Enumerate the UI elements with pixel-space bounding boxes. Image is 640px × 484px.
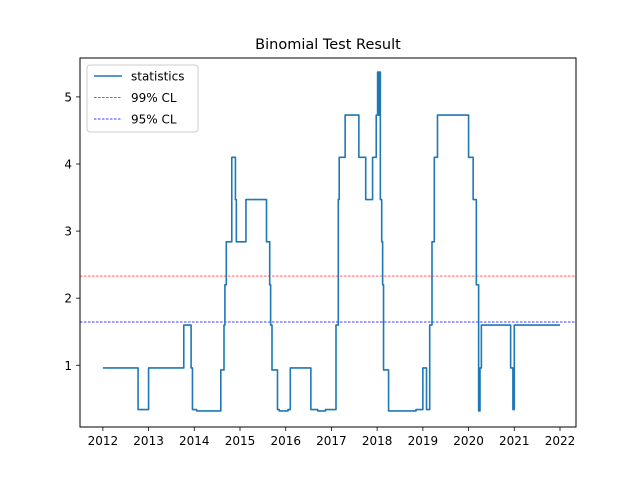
y-tick-label: 1 xyxy=(64,359,72,373)
x-tick-label: 2022 xyxy=(545,434,576,448)
x-tick-label: 2020 xyxy=(453,434,484,448)
x-tick-label: 2017 xyxy=(316,434,347,448)
x-tick-label: 2016 xyxy=(270,434,301,448)
legend-label: 99% CL xyxy=(131,91,177,105)
legend-label: statistics xyxy=(131,70,185,84)
x-tick-label: 2012 xyxy=(88,434,119,448)
y-axis: 1 2 3 4 5 xyxy=(64,90,80,373)
x-tick-label: 2018 xyxy=(362,434,393,448)
x-tick-label: 2019 xyxy=(408,434,439,448)
x-tick-label: 2014 xyxy=(179,434,210,448)
x-axis: 2012 2013 2014 2015 2016 2017 2018 2019 2020 2021… xyxy=(88,427,576,448)
plot-frame xyxy=(79,57,577,428)
y-tick-label: 2 xyxy=(64,292,72,306)
legend-box xyxy=(86,64,199,133)
x-tick-label: 2013 xyxy=(133,434,164,448)
y-tick-label: 4 xyxy=(64,158,72,172)
legend-label: 95% CL xyxy=(131,113,177,127)
x-tick-label: 2021 xyxy=(499,434,530,448)
y-tick-label: 5 xyxy=(64,90,72,104)
legend: statistics 99% CL 95% CL xyxy=(86,64,199,133)
reference-lines xyxy=(80,275,576,323)
chart-title: Binomial Test Result xyxy=(255,37,401,53)
series-line-statistics xyxy=(102,71,560,412)
y-tick-label: 3 xyxy=(64,225,72,239)
x-tick-label: 2015 xyxy=(225,434,256,448)
series-layer xyxy=(102,71,560,412)
